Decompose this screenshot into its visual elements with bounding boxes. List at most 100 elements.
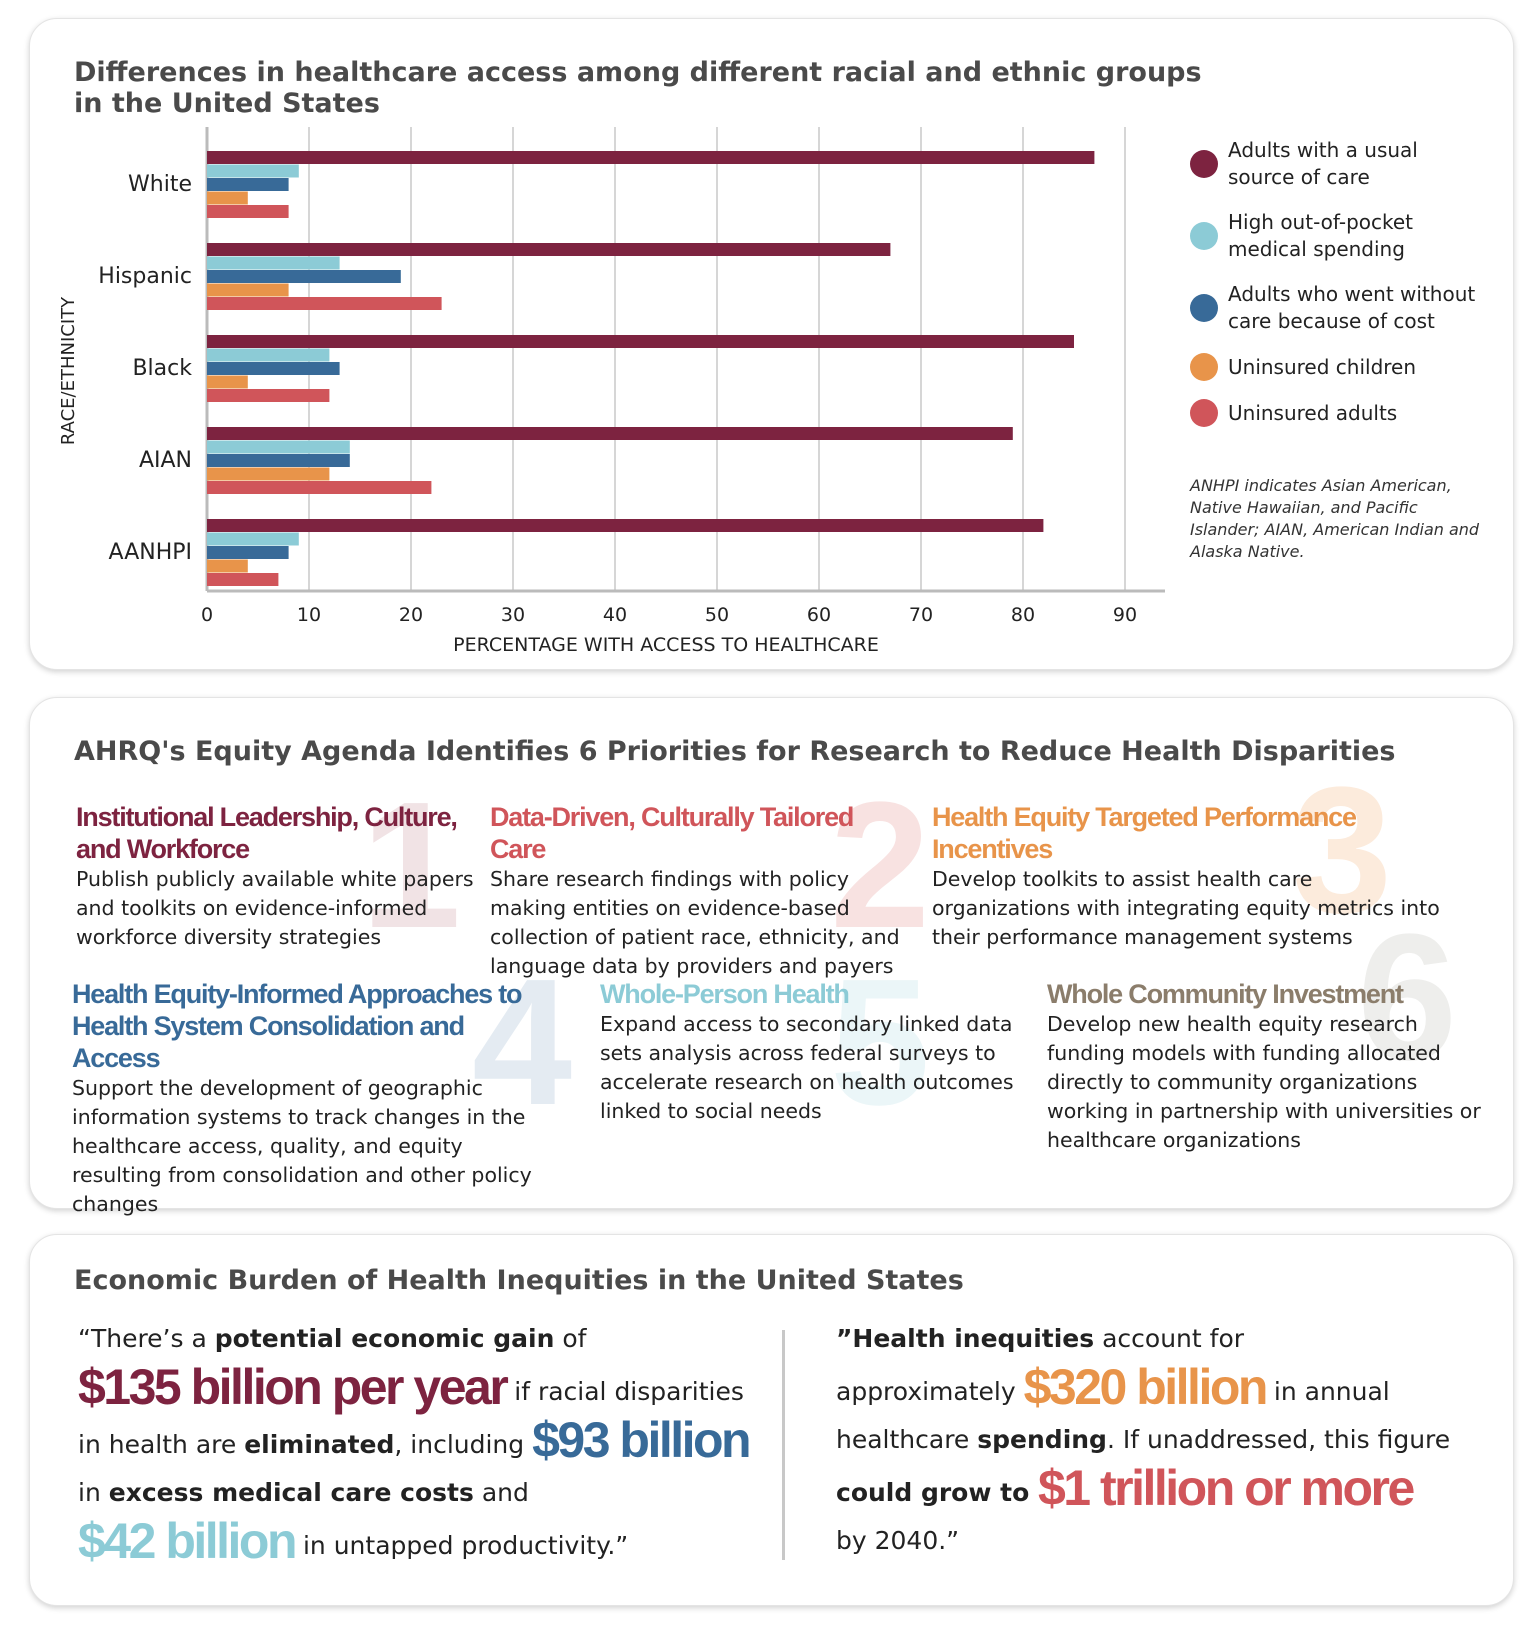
priority-number: 3 [1292,750,1393,951]
legend-label: Adults with a usual source of care [1228,138,1418,189]
text: excess medical care costs [108,1478,474,1507]
bar-aian-3 [207,467,330,481]
y-tick-label: AANHPI [109,540,192,565]
x-axis-label: PERCENTAGE WITH ACCESS TO HEALTHCARE [453,634,879,656]
bar-black-0 [207,335,1074,348]
bar-hispanic-0 [207,243,891,256]
bar-aian-1 [207,440,350,454]
bar-hispanic-3 [207,283,289,297]
x-tick-label: 10 [297,604,321,626]
bar-aanhpi-0 [207,519,1044,532]
bar-white-0 [207,151,1095,164]
bar-white-3 [207,191,248,205]
priority-6: 6 Whole Community Investment Develop new… [1047,908,1487,1155]
bar-aanhpi-4 [207,573,279,586]
legend-item: Uninsured adults [1190,399,1475,427]
bar-aanhpi-2 [207,546,289,559]
priority-title: Health Equity-Informed Approaches to Hea… [72,979,523,1073]
legend-label: Uninsured children [1228,354,1417,379]
chart-card: Differences in healthcare access among d… [29,18,1514,670]
legend-label: Uninsured adults [1228,400,1398,425]
text: , including [394,1430,533,1459]
priority-description: Publish publicly available white papers … [76,867,474,949]
legend-item: High out-of-pocket medical spending [1190,209,1475,263]
priority-description: Develop toolkits to assist health care o… [932,867,1440,949]
legend-dot-icon [1190,294,1218,322]
legend-item: Adults who went without care because of c… [1190,281,1475,335]
text: by 2040.” [836,1526,960,1555]
legend-label: High out-of-pocket medical spending [1228,210,1414,261]
text: in [78,1478,109,1507]
x-tick-label: 90 [1113,604,1137,626]
x-tick-label: 30 [501,604,525,626]
x-tick-label: 0 [201,604,213,626]
text: . If unaddressed, this figure [1106,1425,1451,1454]
priority-5: 5 Whole-Person Health Expand access to s… [600,953,1020,1133]
text: and [473,1478,529,1507]
highlight-93-billion: $93 billion [532,1412,752,1468]
bar-aanhpi-1 [207,532,299,546]
bar-aian-4 [207,481,432,494]
bar-black-4 [207,389,330,402]
priority-title: Institutional Leadership, Culture, and W… [76,802,458,864]
y-tick-label: White [128,172,192,197]
legend-dot-icon [1190,399,1218,427]
bar-black-1 [207,348,330,362]
economic-title: Economic Burden of Health Inequities in … [74,1265,964,1296]
x-tick-label: 70 [909,604,933,626]
priority-number: 4 [472,942,573,1143]
bar-white-4 [207,205,289,218]
chart-footnote: ANHPI indicates Asian American, Native H… [1190,476,1480,561]
bar-hispanic-2 [207,270,401,283]
y-tick-label: Hispanic [98,264,192,289]
priority-title: Whole Community Investment [1047,979,1404,1009]
highlight-1-trillion: $1 trillion or more [1038,1460,1415,1516]
text: could grow to [836,1478,1038,1507]
chart-legend: Adults with a usual source of care High ou… [1190,137,1475,445]
x-tick-label: 50 [705,604,729,626]
x-tick-label: 40 [603,604,627,626]
highlight-320-billion: $320 billion [1023,1359,1269,1415]
text: spending [977,1425,1107,1454]
legend-dot-icon [1190,222,1218,250]
bar-aian-2 [207,454,350,467]
text: healthcare [836,1425,978,1454]
bar-white-2 [207,178,289,191]
text: if racial disparities [506,1377,744,1406]
priority-description: Develop new health equity research fundi… [1047,1012,1481,1152]
legend-item: Uninsured children [1190,353,1475,381]
x-tick-label: 20 [399,604,423,626]
priority-1: 1 Institutional Leadership, Culture, and… [76,776,506,956]
priority-description: Expand access to secondary linked data s… [600,1012,1014,1123]
bar-chart: 0 10 20 30 40 50 60 70 80 90 White Hispanic Black AIA… [58,127,1165,656]
priority-title: Data-Driven, Culturally Tailored Care [490,802,854,864]
text: ”Health inequities [836,1324,1095,1353]
priority-4: 4 Health Equity-Informed Approaches to H… [72,953,572,1219]
highlight-135-billion: $135 billion per year [78,1359,509,1415]
bar-white-1 [207,164,299,178]
text: in annual [1265,1377,1390,1406]
text: “There’s a [78,1324,215,1353]
text: potential economic gain [214,1324,555,1353]
priority-number: 6 [1357,897,1458,1098]
priority-number: 2 [830,765,931,966]
bar-hispanic-4 [207,297,442,310]
x-tick-label: 80 [1011,604,1035,626]
legend-dot-icon [1190,353,1218,381]
priority-description: Support the development of geographic in… [72,1076,532,1216]
chart-title: Differences in healthcare access among d… [74,57,1202,119]
y-tick-label: AIAN [139,448,192,473]
highlight-42-billion: $42 billion [78,1513,298,1569]
priority-2: 2 Data-Driven, Culturally Tailored Care … [490,776,930,981]
priorities-title: AHRQ's Equity Agenda Identifies 6 Priori… [74,736,1396,767]
legend-label: Adults who went without care because of c… [1228,282,1476,333]
text: account for [1094,1324,1245,1353]
economic-card: Economic Burden of Health Inequities in … [29,1234,1514,1606]
bar-hispanic-1 [207,256,340,270]
legend-item: Adults with a usual source of care [1190,137,1475,191]
bar-black-3 [207,375,248,389]
divider [782,1330,785,1560]
right-quote: ”Health inequities account for approxima… [836,1315,1486,1565]
text: eliminated [244,1430,395,1459]
bar-black-2 [207,362,340,375]
